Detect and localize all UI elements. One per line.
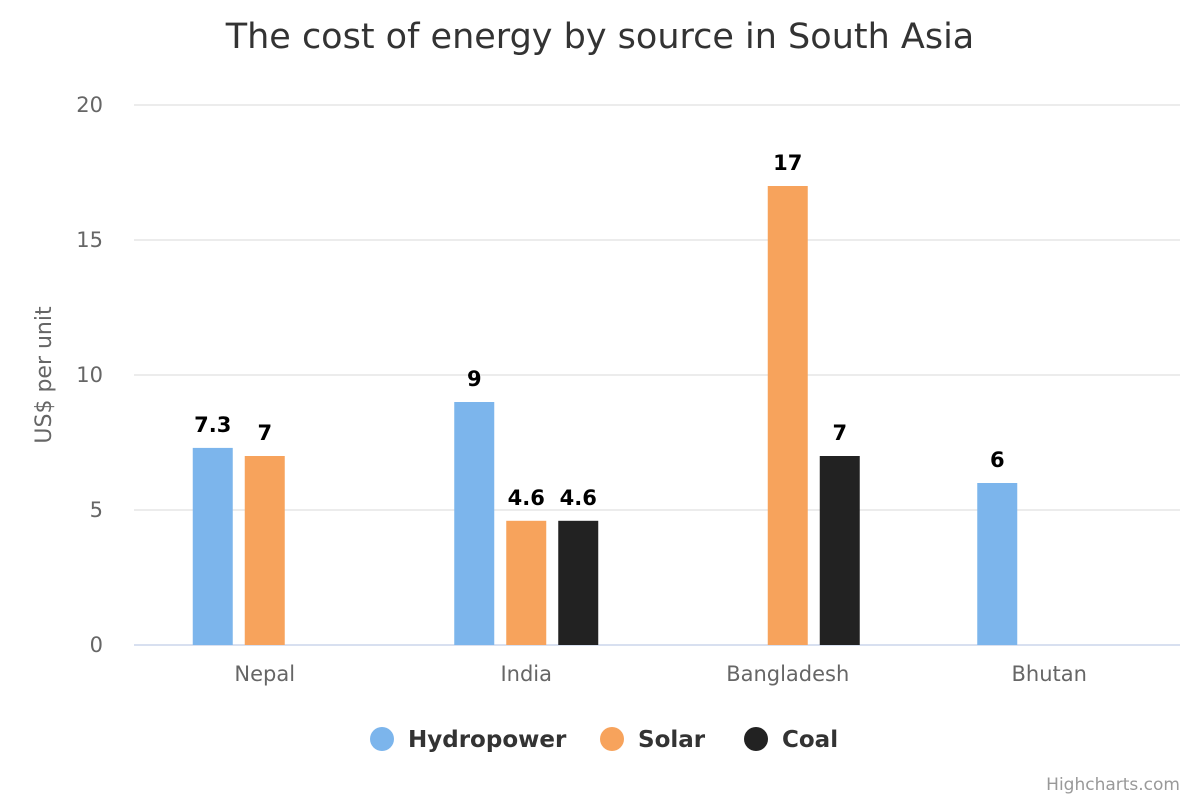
legend-marker-icon [370,727,394,751]
bar-hydropower-bhutan[interactable] [977,483,1018,645]
bar-solar-nepal[interactable] [244,456,285,645]
bar-coal-india[interactable] [558,520,599,645]
data-label: 6 [990,448,1005,472]
grid-lines [134,104,1180,511]
data-label: 9 [467,367,482,391]
legend-marker-icon [744,727,768,751]
y-tick-label: 0 [90,633,103,657]
legend-item-hydropower[interactable]: Hydropower [370,727,567,753]
data-label: 7.3 [194,413,231,437]
data-label: 17 [773,151,802,175]
bar-solar-bangladesh[interactable] [767,186,808,645]
x-tick-label: Bhutan [1012,662,1087,686]
y-tick-label: 10 [76,363,103,387]
y-tick-label: 5 [90,498,103,522]
legend-item-coal[interactable]: Coal [744,727,838,753]
legend-label: Coal [782,727,838,753]
legend[interactable]: Hydropower Solar Coal [370,727,838,753]
bar-solar-india[interactable] [506,520,547,645]
y-axis-title: US$ per unit [32,306,57,444]
data-label: 4.6 [560,486,597,510]
y-tick-label: 20 [76,93,103,117]
chart-title: The cost of energy by source in South As… [225,17,975,57]
x-tick-label: India [500,662,552,686]
y-tick-label: 15 [76,228,103,252]
legend-label: Solar [638,727,706,753]
legend-label: Hydropower [408,727,567,753]
legend-marker-icon [600,727,624,751]
x-tick-label: Bangladesh [726,662,849,686]
data-labels: 7.3 7 9 4.6 4.6 17 7 6 [194,151,1004,510]
legend-item-solar[interactable]: Solar [600,727,706,753]
bar-coal-bangladesh[interactable] [819,456,860,645]
y-axis-ticks: 0 5 10 15 20 [76,93,103,657]
x-axis-ticks: Nepal India Bangladesh Bhutan [234,662,1087,686]
data-label: 7 [832,421,847,445]
credits-link[interactable]: Highcharts.com [1046,775,1180,795]
bar-hydropower-india[interactable] [454,402,495,645]
bars [192,186,1018,645]
data-label: 7 [257,421,272,445]
bar-hydropower-nepal[interactable] [192,447,233,645]
data-label: 4.6 [508,486,545,510]
x-tick-label: Nepal [234,662,295,686]
